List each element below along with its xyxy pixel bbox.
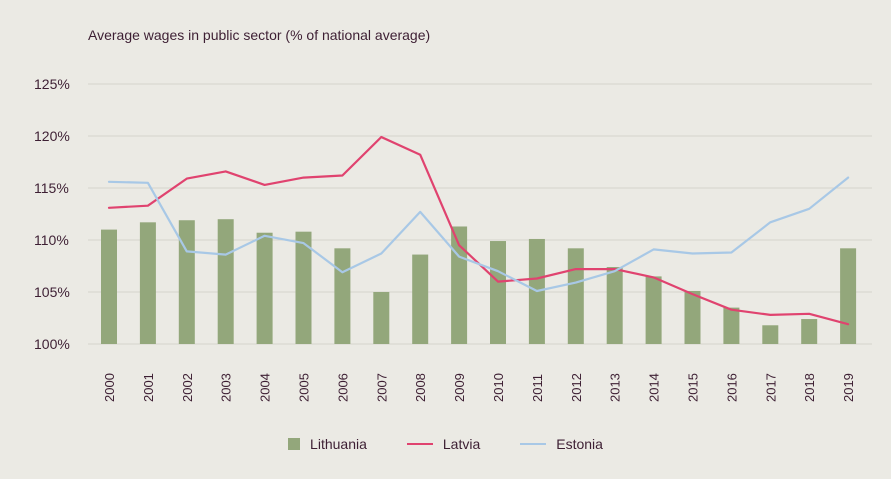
bar-lithuania-2007 [373, 292, 390, 344]
chart-plot: 100% 105% 110% 115% 120% 125% 2000 2001 2002 2003… [34, 76, 872, 402]
x-tick-label: 2006 [335, 373, 350, 402]
bar-lithuania-2002 [178, 220, 195, 344]
y-tick-label: 100% [34, 336, 70, 352]
x-tick-label: 2012 [569, 373, 584, 402]
legend-item-estonia: Estonia [520, 436, 603, 452]
x-tick-label: 2013 [608, 373, 623, 402]
legend-item-latvia: Latvia [406, 436, 481, 452]
x-tick-label: 2014 [647, 373, 662, 402]
x-tick-label: 2005 [297, 373, 312, 402]
bar-lithuania-2013 [606, 267, 623, 344]
bar-lithuania-2000 [101, 229, 117, 344]
x-tick-label: 2015 [686, 373, 701, 402]
x-tick-label: 2002 [180, 373, 195, 402]
bar-lithuania-2017 [762, 325, 779, 344]
x-tick-label: 2007 [374, 373, 389, 402]
legend-label-latvia: Latvia [442, 436, 481, 452]
legend-swatch-lithuania [288, 438, 301, 450]
x-tick-label: 2010 [491, 373, 506, 402]
x-tick-label: 2004 [258, 373, 273, 402]
legend-label-estonia: Estonia [556, 436, 603, 452]
x-tick-label: 2017 [763, 373, 778, 402]
x-tick-label: 2019 [841, 373, 856, 402]
legend-item-lithuania: Lithuania [288, 436, 367, 452]
line-estonia [107, 176, 850, 293]
bar-lithuania-2005 [295, 231, 312, 344]
x-tick-label: 2016 [724, 373, 739, 402]
y-tick-label: 105% [34, 284, 70, 300]
y-tick-label: 125% [34, 76, 70, 92]
bar-lithuania-2019 [840, 248, 857, 344]
chart-title: Average wages in public sector (% of nat… [88, 27, 431, 43]
y-tick-label: 115% [34, 180, 69, 196]
bar-lithuania-2018 [801, 319, 818, 344]
x-tick-label: 2009 [452, 373, 467, 402]
bar-lithuania-2012 [567, 248, 584, 344]
x-tick-label: 2001 [141, 373, 156, 402]
bar-lithuania-2016 [723, 307, 740, 344]
x-tick-label: 2008 [413, 373, 428, 402]
legend-label-lithuania: Lithuania [310, 436, 367, 452]
bar-lithuania-2006 [334, 248, 351, 344]
y-tick-label: 120% [34, 128, 70, 144]
bar-lithuania-2009 [451, 226, 468, 344]
x-tick-label: 2003 [219, 373, 234, 402]
bar-lithuania-2008 [412, 254, 429, 344]
bar-lithuania-2004 [256, 232, 273, 344]
bar-lithuania-2015 [684, 290, 701, 344]
bar-lithuania-2003 [217, 219, 234, 344]
x-tick-label: 2000 [102, 373, 117, 402]
legend-swatch-estonia [520, 443, 547, 445]
bar-lithuania-2010 [490, 241, 506, 344]
x-tick-label: 2018 [802, 373, 817, 402]
bar-lithuania-2001 [139, 222, 156, 344]
chart-legend: Lithuania Latvia Estonia [0, 436, 891, 452]
y-tick-label: 110% [34, 232, 69, 248]
legend-swatch-latvia [406, 443, 433, 445]
bar-lithuania-2014 [645, 276, 662, 344]
x-tick-label: 2011 [530, 374, 545, 402]
